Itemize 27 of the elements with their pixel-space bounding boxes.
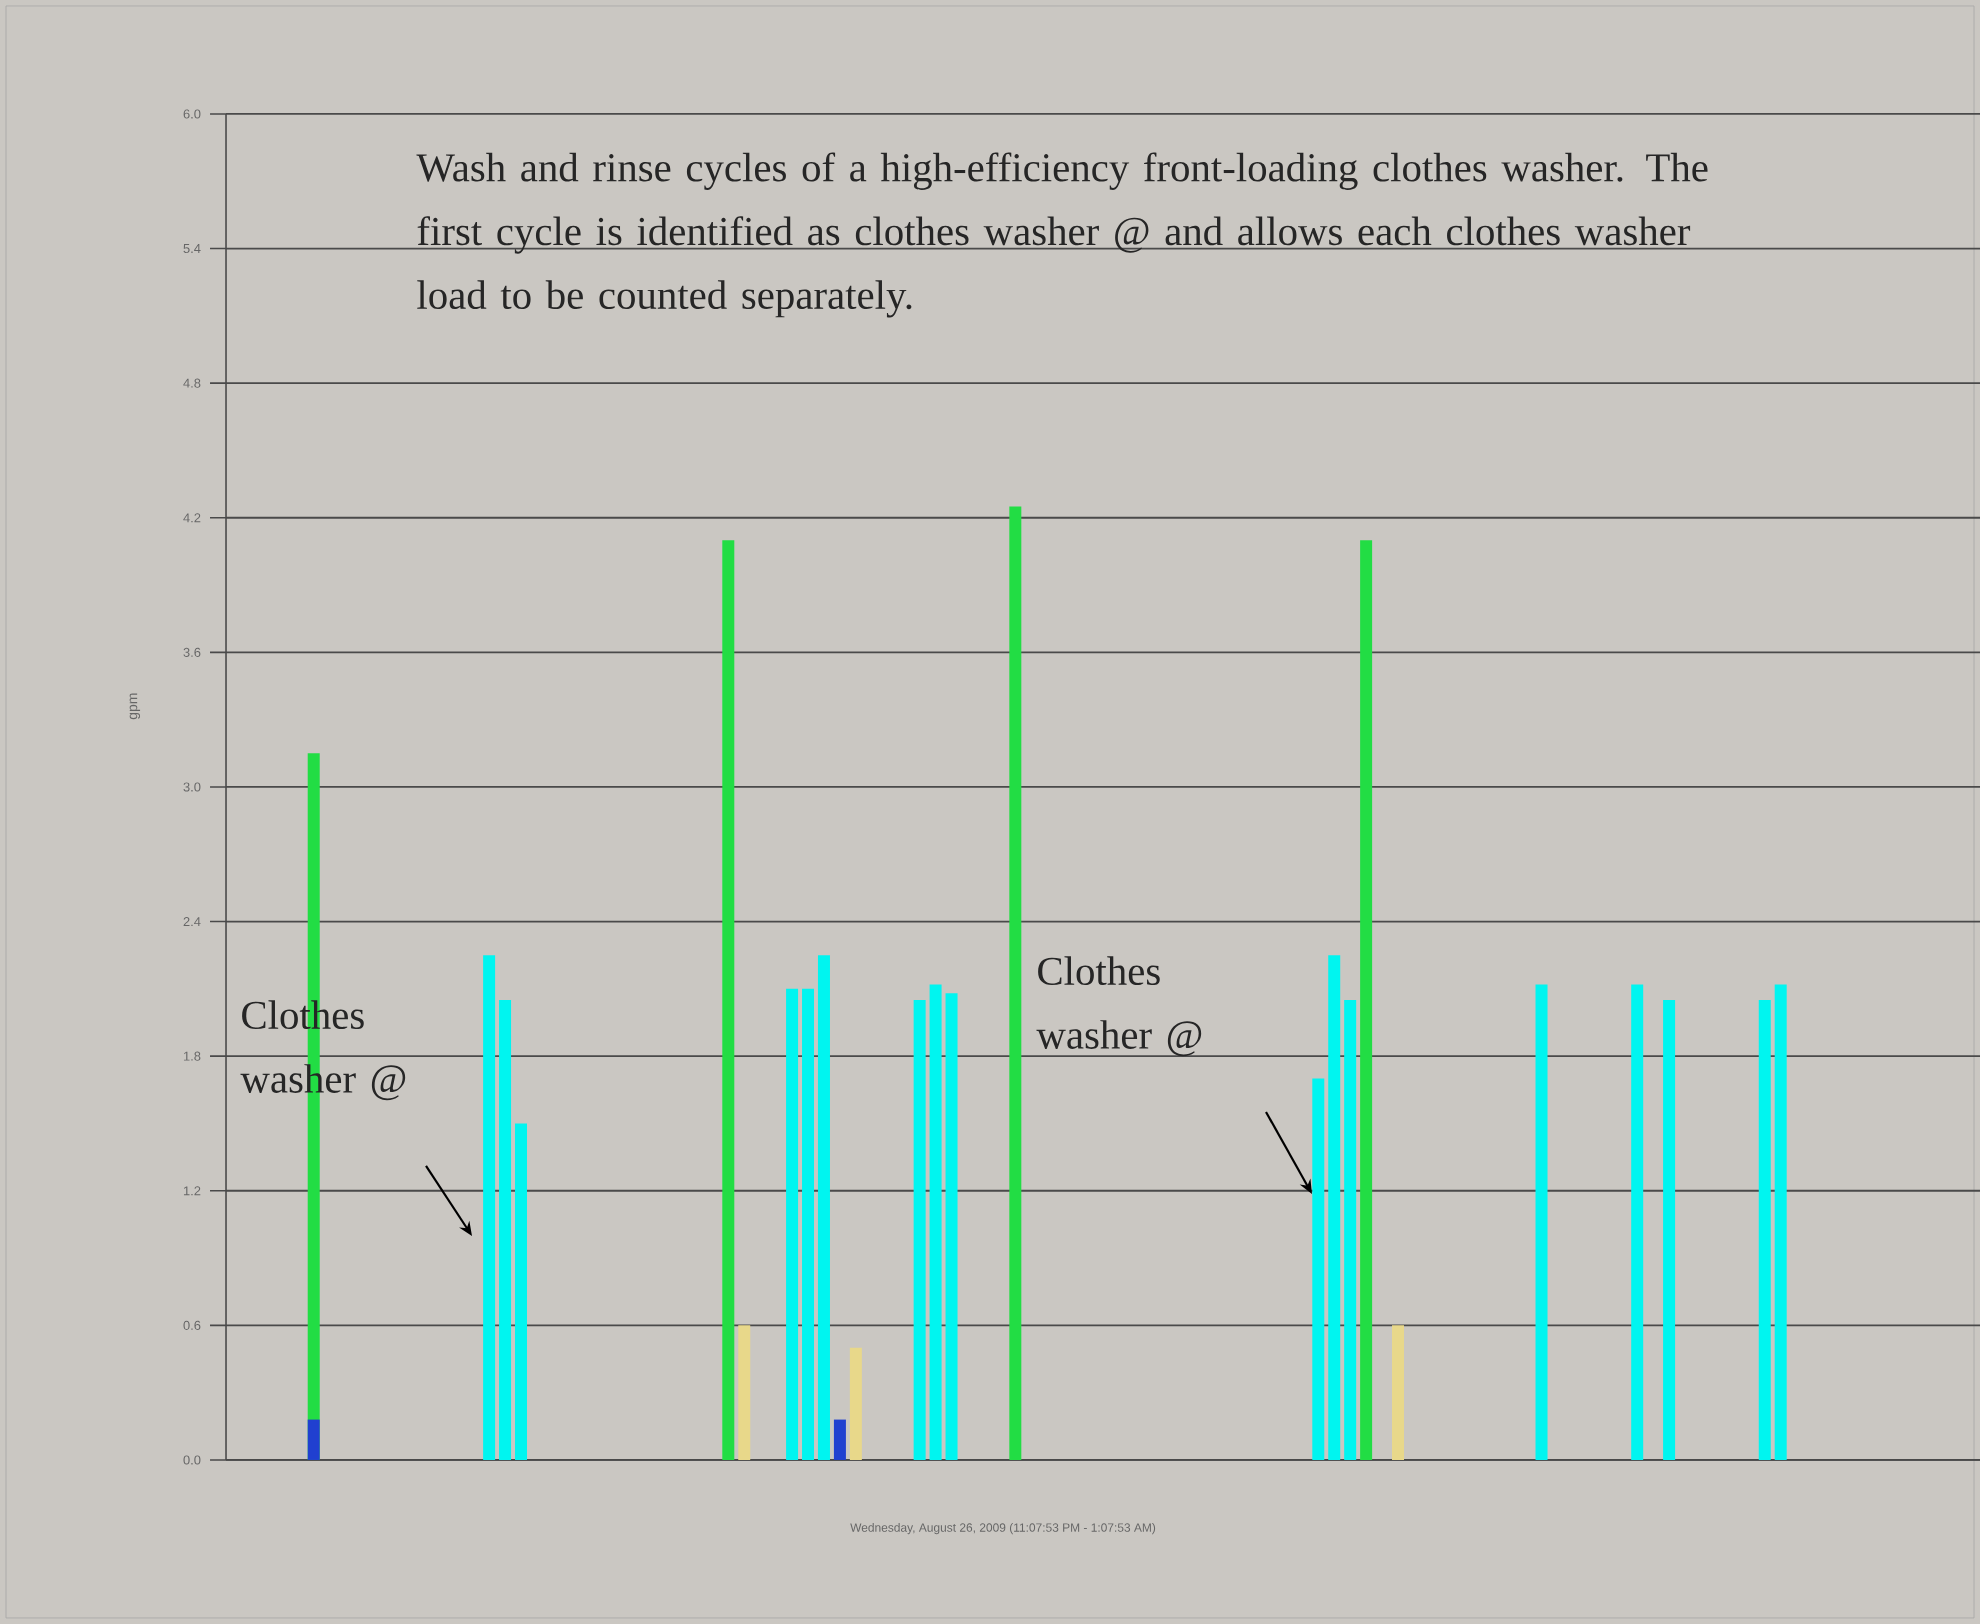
- bar: [786, 988, 799, 1460]
- bar: [483, 955, 496, 1460]
- bar: [849, 1347, 862, 1460]
- bar: [1758, 1000, 1771, 1460]
- annotation: Wash and rinse cycles of a high-efficiency front-loading clothes washer. The first cycle is identified as clothes washer @ and allows each clothes washer load to be counted separately.: [416, 152, 1708, 318]
- bar: [307, 1419, 320, 1460]
- bar: [1344, 1000, 1357, 1460]
- bar: [1535, 984, 1548, 1460]
- bar: [738, 1325, 751, 1460]
- bar: [913, 1000, 926, 1460]
- bar: [802, 988, 815, 1460]
- bar: [1631, 984, 1644, 1460]
- bar: [945, 993, 958, 1460]
- bar: [1312, 1078, 1325, 1460]
- bar: [1360, 540, 1373, 1460]
- bar: [1328, 955, 1341, 1460]
- bar: [515, 1123, 528, 1460]
- bar: [1774, 984, 1787, 1460]
- bar: [1009, 506, 1022, 1460]
- bar: [1392, 1325, 1405, 1460]
- annotation: Clothes washer @: [1036, 956, 1202, 1057]
- bar: [817, 955, 830, 1460]
- bar: [833, 1419, 846, 1460]
- bar: [499, 1000, 512, 1460]
- bar: [1663, 1000, 1676, 1460]
- bar: [722, 540, 735, 1460]
- bar: [929, 984, 942, 1460]
